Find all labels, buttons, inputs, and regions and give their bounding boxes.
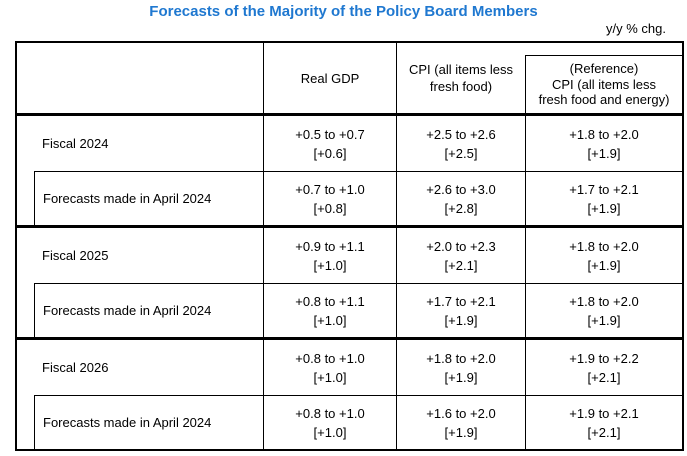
table-row: Fiscal 2025 +0.9 to +1.1 [+1.0] +2.0 to …: [17, 228, 682, 283]
forecast-median: [+1.9]: [444, 424, 478, 440]
row-label: Fiscal 2025: [42, 248, 109, 263]
forecast-range: +0.8 to +1.1: [295, 293, 365, 309]
group-fiscal-2025: Fiscal 2025 +0.9 to +1.1 [+1.0] +2.0 to …: [17, 225, 682, 337]
data-cell: +2.0 to +2.3 [+2.1]: [396, 228, 525, 283]
row-label-cell: Forecasts made in April 2024: [17, 283, 263, 337]
data-cell: +1.7 to +2.1 [+1.9]: [525, 171, 682, 225]
forecast-median: [+1.0]: [313, 257, 347, 273]
forecast-median: [+2.1]: [444, 257, 478, 273]
forecast-range: +0.5 to +0.7: [295, 126, 365, 142]
row-label-cell: Forecasts made in April 2024: [17, 395, 263, 449]
data-cell: +1.8 to +2.0 [+1.9]: [525, 283, 682, 337]
forecast-range: +1.8 to +2.0: [569, 238, 639, 254]
table-row: Fiscal 2024 +0.5 to +0.7 [+0.6] +2.5 to …: [17, 116, 682, 171]
data-cell: +1.8 to +2.0 [+1.9]: [396, 340, 525, 395]
data-cell: +0.8 to +1.0 [+1.0]: [263, 340, 396, 395]
row-label: Fiscal 2026: [42, 360, 109, 375]
forecast-median: [+0.6]: [313, 145, 347, 161]
header-cell-cpi: CPI (all items less fresh food): [396, 43, 525, 113]
header-label: Real GDP: [300, 70, 360, 86]
forecast-median: [+2.1]: [587, 424, 621, 440]
forecast-range: +1.8 to +2.0: [569, 293, 639, 309]
forecast-range: +1.6 to +2.0: [426, 405, 496, 421]
forecast-median: [+1.9]: [444, 312, 478, 328]
data-cell: +0.5 to +0.7 [+0.6]: [263, 116, 396, 171]
data-cell: +0.8 to +1.1 [+1.0]: [263, 283, 396, 337]
header-label: CPI (all items less: [408, 62, 514, 77]
data-cell: +2.5 to +2.6 [+2.5]: [396, 116, 525, 171]
forecast-median: [+1.9]: [587, 257, 621, 273]
forecast-range: +0.8 to +1.0: [295, 405, 365, 421]
header-label: CPI (all items less: [551, 76, 657, 92]
sub-row-label: Forecasts made in April 2024: [34, 395, 263, 449]
forecast-median: [+1.0]: [313, 424, 347, 440]
row-label: Fiscal 2024: [42, 136, 109, 151]
forecast-median: [+2.1]: [587, 369, 621, 385]
header-cell-real-gdp: Real GDP: [263, 43, 396, 113]
sub-row-label: Forecasts made in April 2024: [34, 171, 263, 225]
forecast-range: +1.9 to +2.2: [569, 350, 639, 366]
header-label: fresh food): [429, 79, 493, 94]
table-row-april-forecast: Forecasts made in April 2024 +0.8 to +1.…: [17, 283, 682, 337]
forecast-median: [+1.0]: [313, 369, 347, 385]
data-cell: +1.6 to +2.0 [+1.9]: [396, 395, 525, 449]
table-header-row: Real GDP CPI (all items less fresh food)…: [17, 43, 682, 116]
data-cell: +1.9 to +2.1 [+2.1]: [525, 395, 682, 449]
forecast-table: Real GDP CPI (all items less fresh food)…: [15, 41, 684, 451]
row-label-cell: Forecasts made in April 2024: [17, 171, 263, 225]
group-fiscal-2026: Fiscal 2026 +0.8 to +1.0 [+1.0] +1.8 to …: [17, 337, 682, 449]
forecast-median: [+2.8]: [444, 200, 478, 216]
forecast-median: [+1.9]: [587, 200, 621, 216]
data-cell: +0.8 to +1.0 [+1.0]: [263, 395, 396, 449]
header-cell-reference: (Reference) CPI (all items less fresh fo…: [525, 43, 682, 113]
forecast-range: +1.7 to +2.1: [426, 293, 496, 309]
forecast-median: [+1.9]: [587, 145, 621, 161]
forecast-median: [+0.8]: [313, 200, 347, 216]
table-row: Fiscal 2026 +0.8 to +1.0 [+1.0] +1.8 to …: [17, 340, 682, 395]
table-row-april-forecast: Forecasts made in April 2024 +0.8 to +1.…: [17, 395, 682, 449]
data-cell: +0.7 to +1.0 [+0.8]: [263, 171, 396, 225]
forecast-range: +2.6 to +3.0: [426, 181, 496, 197]
forecast-range: +1.7 to +2.1: [569, 181, 639, 197]
data-cell: +1.8 to +2.0 [+1.9]: [525, 228, 682, 283]
data-cell: +1.8 to +2.0 [+1.9]: [525, 116, 682, 171]
forecast-range: +0.7 to +1.0: [295, 181, 365, 197]
data-cell: +0.9 to +1.1 [+1.0]: [263, 228, 396, 283]
page-title: Forecasts of the Majority of the Policy …: [149, 3, 538, 20]
header-cell-empty: [17, 43, 263, 113]
forecast-range: +1.8 to +2.0: [426, 350, 496, 366]
reference-inner-box: (Reference) CPI (all items less fresh fo…: [525, 55, 682, 113]
forecast-median: [+2.5]: [444, 145, 478, 161]
forecast-range: +0.9 to +1.1: [295, 238, 365, 254]
header-label: fresh food and energy): [538, 92, 670, 108]
forecast-range: +0.8 to +1.0: [295, 350, 365, 366]
unit-note: y/y % chg.: [606, 21, 666, 36]
forecast-range: +2.5 to +2.6: [426, 126, 496, 142]
sub-row-label: Forecasts made in April 2024: [34, 283, 263, 337]
data-cell: +1.9 to +2.2 [+2.1]: [525, 340, 682, 395]
data-cell: +1.7 to +2.1 [+1.9]: [396, 283, 525, 337]
data-cell: +2.6 to +3.0 [+2.8]: [396, 171, 525, 225]
header-label: (Reference): [569, 61, 639, 77]
group-fiscal-2024: Fiscal 2024 +0.5 to +0.7 [+0.6] +2.5 to …: [17, 116, 682, 225]
forecast-median: [+1.9]: [444, 369, 478, 385]
forecast-range: +1.9 to +2.1: [569, 405, 639, 421]
forecast-median: [+1.0]: [313, 312, 347, 328]
forecast-median: [+1.9]: [587, 312, 621, 328]
table-row-april-forecast: Forecasts made in April 2024 +0.7 to +1.…: [17, 171, 682, 225]
forecast-range: +1.8 to +2.0: [569, 126, 639, 142]
forecast-range: +2.0 to +2.3: [426, 238, 496, 254]
